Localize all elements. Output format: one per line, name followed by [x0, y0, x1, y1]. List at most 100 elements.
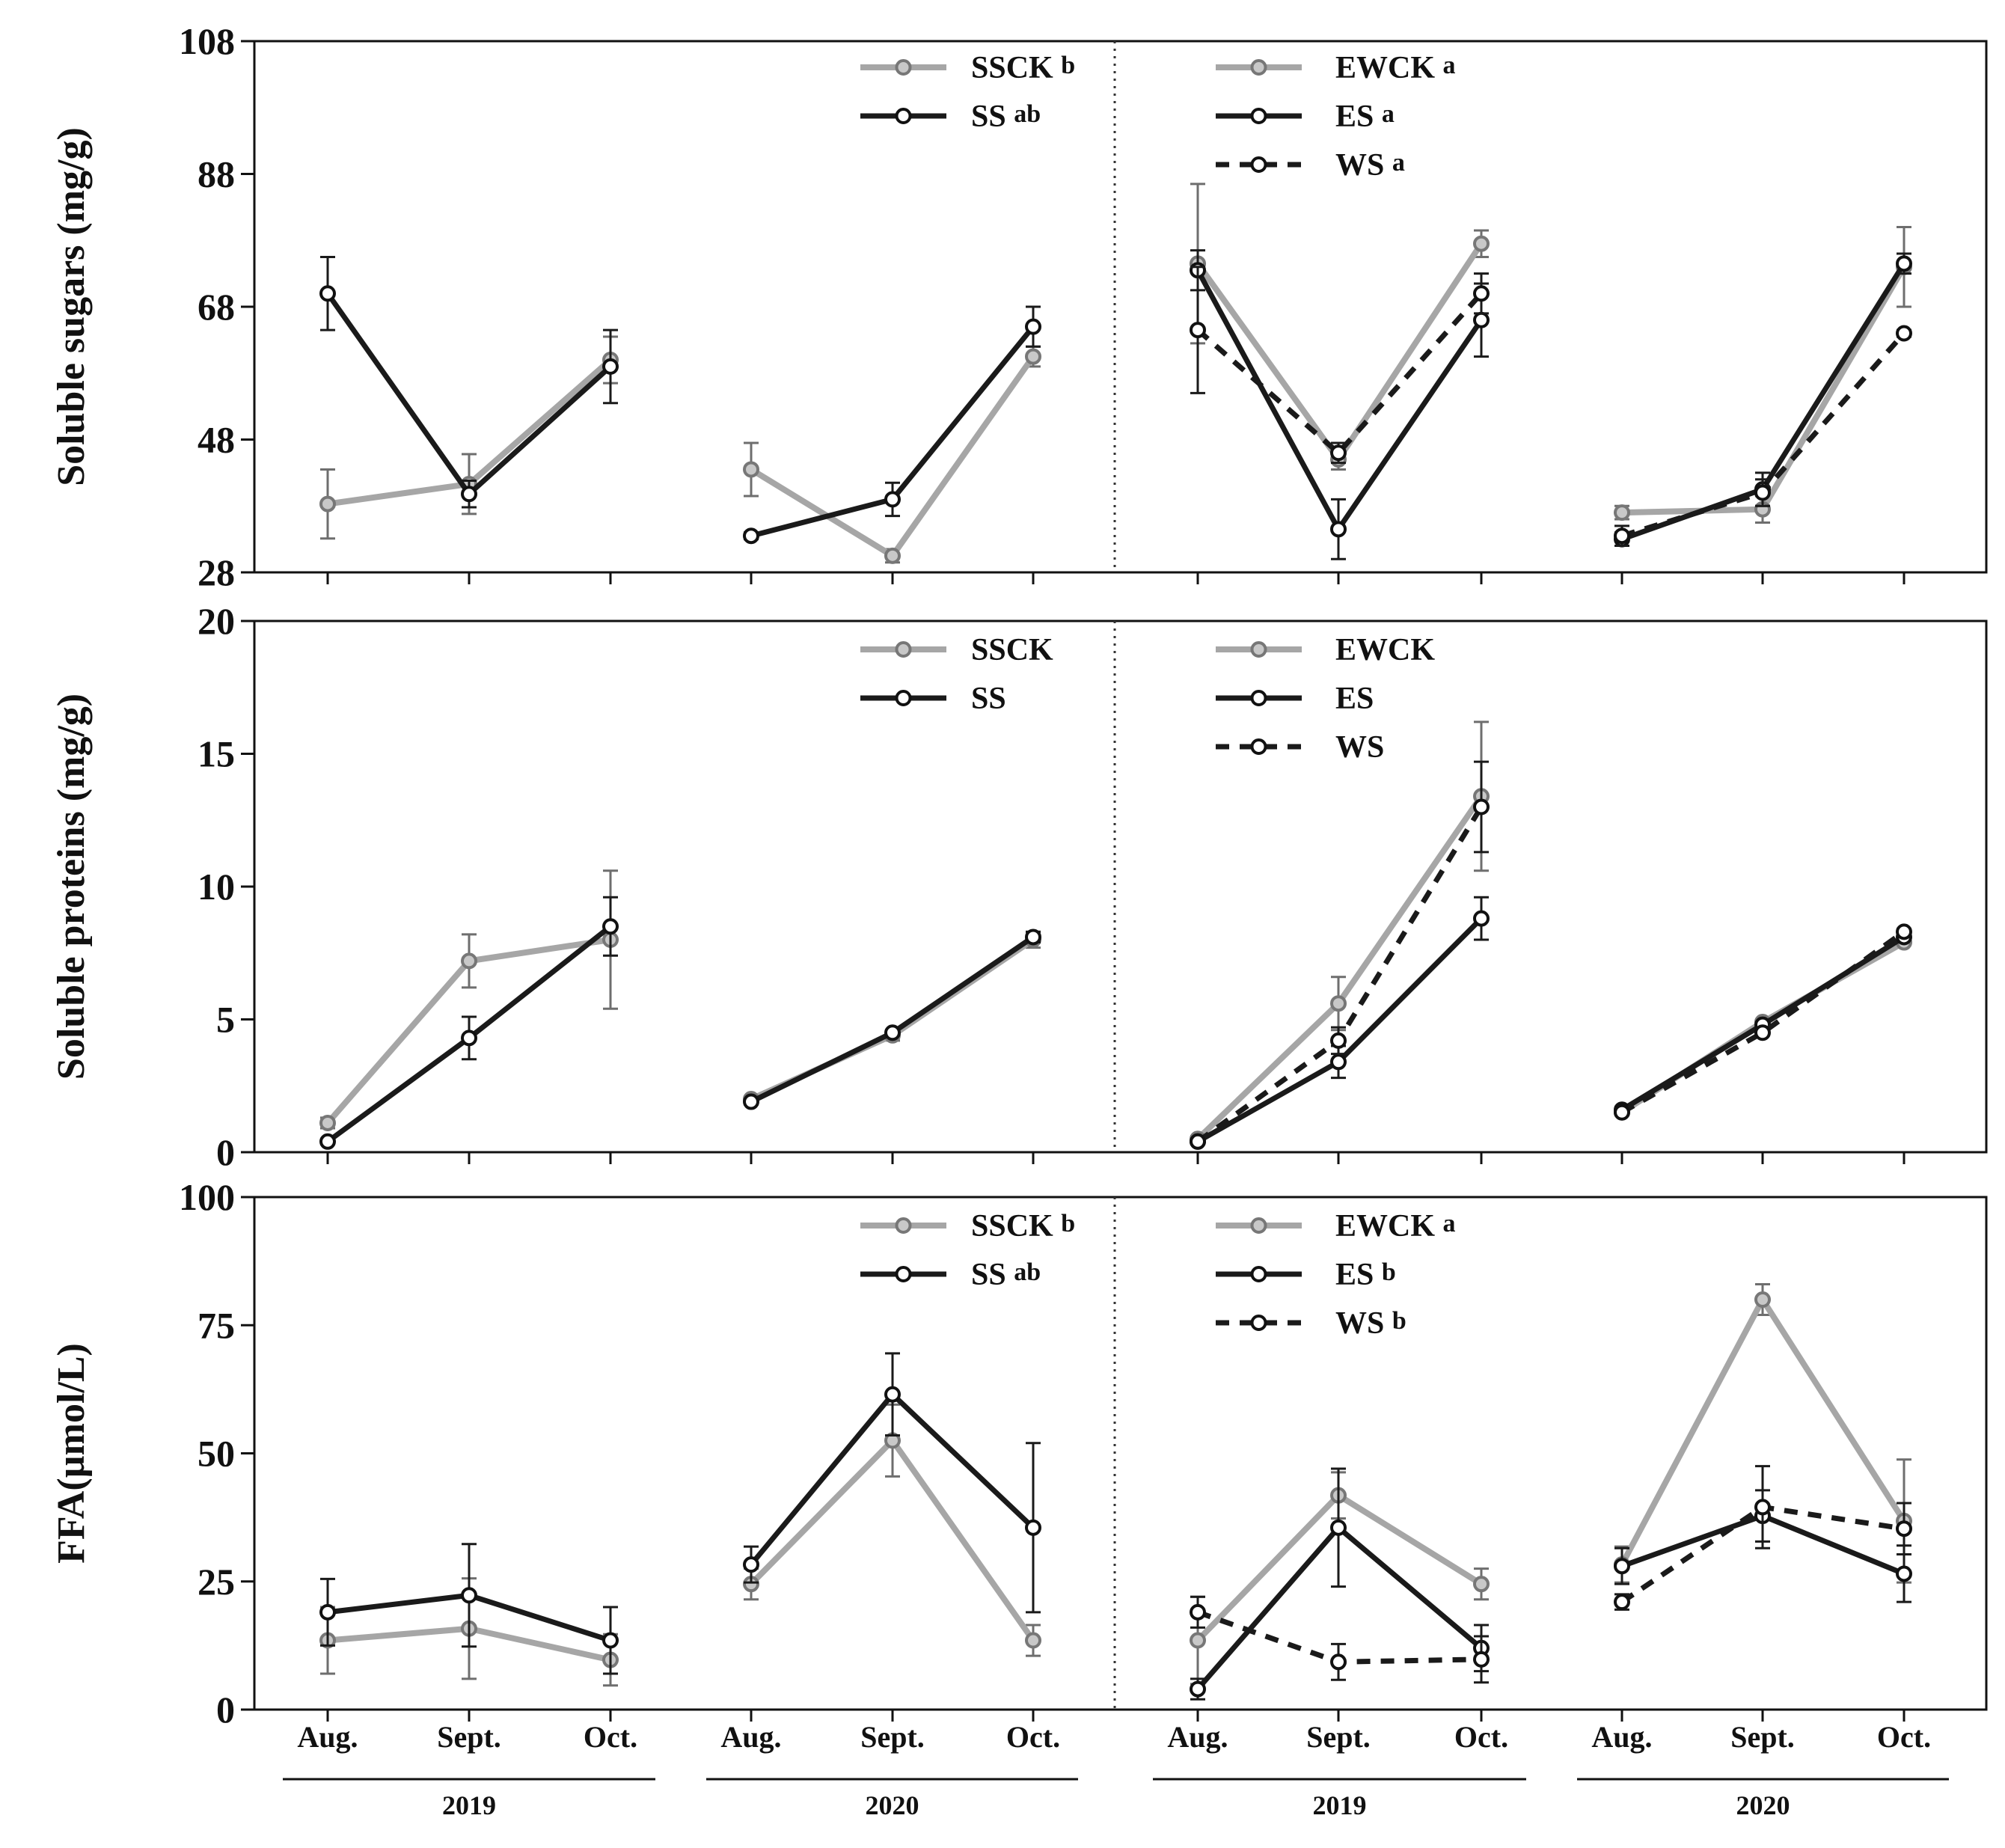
data-point [319, 1114, 336, 1131]
data-point [1330, 1053, 1347, 1071]
legend-significance: b [1061, 52, 1075, 79]
data-point [602, 1632, 619, 1649]
legend-label: ES b [1335, 1258, 1396, 1292]
data-point [743, 461, 759, 478]
legend-significance: a [1382, 100, 1395, 128]
legend: SSCK b SS ab EWCK a ES b WS b [860, 1209, 1456, 1341]
data-point [1025, 1632, 1041, 1649]
series-ss [743, 928, 1041, 1110]
legend-marker [895, 690, 912, 706]
x-tick-label: Sept. [860, 1720, 925, 1754]
series-ws [1614, 923, 1912, 1121]
legend-significance: ab [1014, 100, 1041, 128]
y-tick-label: 48 [198, 419, 235, 461]
data-point [1473, 910, 1490, 927]
y-tick-label: 100 [179, 1176, 235, 1218]
series-ewck [1190, 720, 1490, 1148]
legend-significance: a [1443, 52, 1456, 79]
legend-marker [1250, 690, 1267, 706]
y-tick-label: 88 [198, 153, 235, 195]
y-tick-label: 10 [198, 866, 235, 908]
legend-label: EWCK [1335, 633, 1435, 667]
data-point [1754, 1291, 1771, 1308]
legend-label: EWCK a [1335, 51, 1456, 85]
data-point [1614, 1104, 1630, 1121]
x-tick-label: Aug. [1591, 1720, 1652, 1754]
y-tick-label: 75 [198, 1304, 235, 1346]
legend: SSCK SS EWCK ES WS [860, 633, 1435, 765]
data-point [1896, 255, 1912, 272]
data-point [602, 918, 619, 935]
data-point [1614, 1558, 1630, 1575]
data-point [1614, 1594, 1630, 1611]
data-point [319, 1133, 336, 1150]
data-point [1025, 348, 1041, 365]
series-ss [743, 1352, 1041, 1614]
y-axis-label: Soluble proteins (mg/g) [50, 694, 93, 1080]
legend-label: EWCK a [1335, 1209, 1456, 1243]
x-tick-label: Oct. [1877, 1720, 1931, 1754]
series-line [1620, 929, 1906, 1115]
data-point [1896, 325, 1912, 342]
legend-label: WS [1335, 730, 1384, 765]
y-tick-label: 0 [216, 1689, 235, 1731]
data-point [884, 547, 901, 564]
year-label: 2020 [866, 1790, 919, 1820]
data-point [1190, 322, 1206, 339]
data-point [884, 1386, 901, 1403]
legend-label: WS a [1335, 148, 1405, 183]
data-point [1473, 285, 1490, 302]
data-point [1754, 484, 1771, 501]
data-point [1896, 1520, 1912, 1538]
y-tick-label: 5 [216, 999, 235, 1041]
y-tick-label: 15 [198, 733, 235, 775]
panel-2: 20 15 10 5 0 Soluble proteins (mg/g) SSCK SS E… [50, 600, 1988, 1173]
legend-significance: ab [1014, 1258, 1041, 1286]
panel-3: 100 75 50 25 0 FFA(µmol/L) SSCK b SS ab EWCK a ES… [50, 1176, 1988, 1731]
data-point [1330, 995, 1347, 1012]
legend-marker [1250, 1217, 1267, 1234]
series-ss [743, 305, 1041, 545]
plot-frame [253, 619, 1988, 1154]
data-point [602, 358, 619, 375]
y-tick-label: 20 [198, 600, 235, 642]
legend-marker [1250, 59, 1267, 76]
x-tick-label: Sept. [437, 1720, 501, 1754]
x-tick-label: Aug. [720, 1720, 781, 1754]
y-tick-label: 108 [179, 20, 235, 62]
series-ss [319, 255, 619, 509]
data-point [1190, 1133, 1206, 1150]
data-point [1190, 1632, 1206, 1649]
data-point [1330, 444, 1347, 462]
legend-label: ES [1335, 682, 1374, 716]
y-tick-label: 50 [198, 1433, 235, 1475]
data-point [1190, 1680, 1206, 1698]
legend-label: SSCK b [971, 1209, 1075, 1243]
y-axis-label: Soluble sugars (mg/g) [50, 127, 93, 486]
series-ws [1614, 325, 1912, 547]
y-tick-label: 68 [198, 286, 235, 328]
year-label: 2020 [1736, 1790, 1790, 1820]
data-point [1330, 521, 1347, 538]
data-point [319, 285, 336, 302]
data-point [1330, 1653, 1347, 1671]
y-axis-label: FFA(µmol/L) [50, 1343, 93, 1564]
data-point [1025, 318, 1041, 335]
data-point [1896, 1565, 1912, 1582]
series-ss [319, 896, 619, 1150]
data-point [1473, 311, 1490, 328]
x-tick-label: Aug. [1167, 1720, 1228, 1754]
year-label: 2019 [442, 1790, 496, 1820]
data-point [461, 486, 477, 503]
data-point [1330, 1032, 1347, 1049]
plot-frame [253, 1196, 1988, 1711]
legend-marker [1250, 738, 1267, 755]
legend-marker [895, 1266, 912, 1282]
series-ws [1190, 1595, 1490, 1684]
data-point [1614, 527, 1630, 545]
data-point [743, 1093, 759, 1110]
year-label: 2019 [1313, 1790, 1367, 1820]
data-point [461, 1587, 477, 1604]
